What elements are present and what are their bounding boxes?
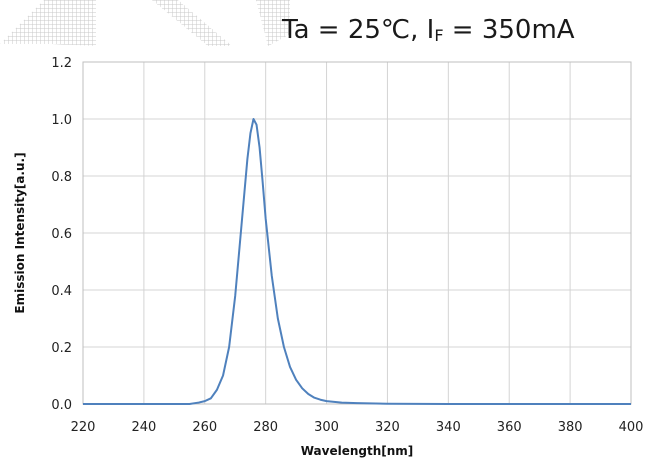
y-tick-label: 0.2 — [51, 341, 72, 356]
emission-spectrum-line — [83, 118, 631, 405]
y-tick-label: 0.6 — [51, 227, 72, 242]
decor-shape-left — [0, 0, 96, 46]
y-tick-labels: 0.0 0.2 0.4 0.6 0.8 1.0 1.2 — [51, 56, 72, 413]
y-tick-label: 0.8 — [51, 170, 72, 185]
x-tick-label: 380 — [558, 420, 583, 435]
x-tick-label: 360 — [497, 420, 522, 435]
measurement-condition: Ta = 25℃, IF = 350mA — [281, 15, 575, 45]
y-tick-label: 1.0 — [51, 113, 72, 128]
x-tick-label: 260 — [192, 420, 217, 435]
x-axis-title: Wavelength[nm] — [301, 444, 414, 458]
y-tick-label: 0.0 — [51, 398, 72, 413]
x-tick-label: 220 — [71, 420, 96, 435]
x-tick-labels: 220 240 260 280 300 320 340 360 380 400 — [71, 420, 644, 435]
y-tick-label: 1.2 — [51, 56, 72, 71]
x-tick-label: 280 — [253, 420, 278, 435]
y-axis-title: Emission Intensity[a.u.] — [13, 152, 27, 313]
decor-shape-middle — [152, 0, 232, 46]
decor-shape-right — [256, 0, 290, 46]
x-tick-label: 320 — [375, 420, 400, 435]
x-tick-label: 240 — [131, 420, 156, 435]
x-tick-label: 340 — [436, 420, 461, 435]
x-tick-label: 300 — [314, 420, 339, 435]
decorative-hatch-shapes — [0, 0, 290, 46]
x-tick-label: 400 — [619, 420, 644, 435]
y-tick-label: 0.4 — [51, 284, 72, 299]
grid-lines — [82, 61, 632, 405]
